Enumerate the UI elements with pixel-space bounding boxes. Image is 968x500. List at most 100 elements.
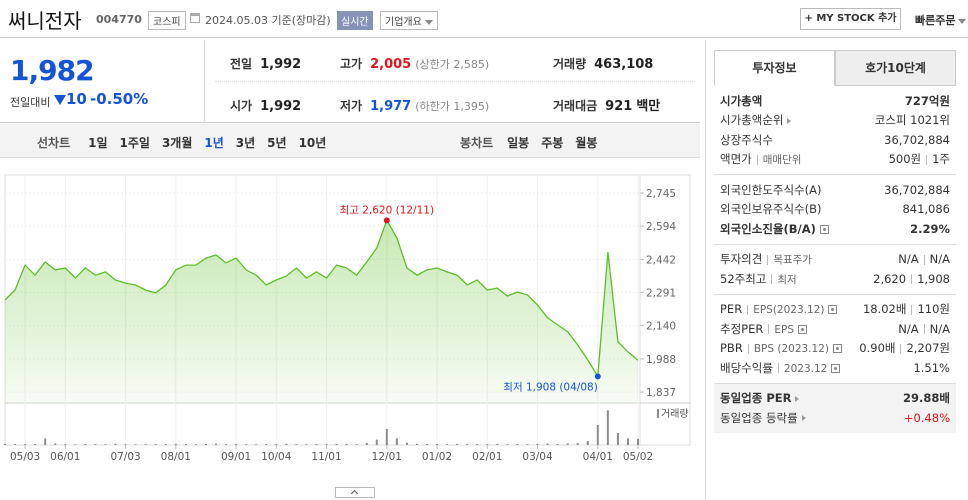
volume-bar <box>315 444 318 445</box>
link-icon[interactable] <box>801 415 806 422</box>
help-icon[interactable] <box>832 344 842 354</box>
volume-bar <box>24 444 27 445</box>
tab[interactable]: 호가10단계 <box>835 50 956 86</box>
quote-value: 2,005 <box>370 57 412 72</box>
volume-bar <box>124 444 127 445</box>
period-option[interactable]: 일봉 <box>507 136 530 150</box>
period-option[interactable]: 3년 <box>235 136 256 150</box>
period-group-label: 봉차트 <box>460 136 494 150</box>
separator <box>926 154 928 165</box>
volume-bar <box>355 444 358 445</box>
x-tick-label: 04/01 <box>583 451 613 463</box>
value-text: 29.88배 <box>903 391 950 406</box>
volume-bar <box>365 443 368 445</box>
period-option[interactable]: 3개월 <box>161 136 193 150</box>
volume-bar <box>204 443 207 445</box>
volume-bar <box>14 444 17 445</box>
volume-bar <box>275 444 278 445</box>
x-tick-label: 05/03 <box>10 451 40 463</box>
volume-bar <box>536 443 539 445</box>
info-value: 1.51% <box>913 361 950 375</box>
volume-bar <box>225 444 228 445</box>
info-label: 추정PER EPS <box>720 321 807 337</box>
volume-bar <box>144 444 147 445</box>
period-group-label: 선차트 <box>37 136 71 150</box>
period-option[interactable]: 월봉 <box>575 136 598 150</box>
company-info-button[interactable]: 기업개요 <box>380 11 438 30</box>
tab[interactable]: 투자정보 <box>714 50 835 86</box>
volume-bar <box>335 443 338 445</box>
volume-bar <box>265 444 268 445</box>
link-icon[interactable] <box>787 117 792 124</box>
separator <box>900 343 902 354</box>
period-option[interactable]: 1주일 <box>119 136 150 150</box>
volume-bar <box>637 438 639 445</box>
quote: 1,982 전일대비 10 -0.50% 전일 1,992 고가 2,005 (상한가 … <box>0 40 700 123</box>
value-text: 727억원 <box>904 93 950 108</box>
period-option[interactable]: 1일 <box>88 136 108 150</box>
value-text: 2,207원 <box>906 341 950 356</box>
volume-bar <box>235 444 238 445</box>
label-text: 외국인한도주식수(A) <box>720 182 822 197</box>
link-icon[interactable] <box>795 395 800 402</box>
info-value: 0.90배 2,207원 <box>859 340 950 356</box>
quote-cell: 시가 1,992 <box>230 95 301 114</box>
info-label: PBR BPS (2023.12) <box>720 341 842 355</box>
quick-order[interactable]: 빠른주문 <box>915 12 967 28</box>
market-badge: 코스피 <box>148 11 186 30</box>
label-text: 목표주가 <box>773 254 812 267</box>
x-tick-label: 07/03 <box>110 451 140 463</box>
label-text: EPS(2023.12) <box>753 304 825 317</box>
volume-bar <box>436 444 439 445</box>
quote-cell: 거래대금 921 백만 <box>553 95 660 114</box>
value-text: +0.48% <box>903 410 950 425</box>
quote-note: (상한가 2,585) <box>415 58 490 71</box>
period-option[interactable]: 5년 <box>267 136 287 150</box>
label-text: 추정PER <box>720 321 764 336</box>
period-option[interactable]: 10년 <box>298 136 327 150</box>
info-row: PBR BPS (2023.12) 0.90배 2,207원 <box>720 339 950 359</box>
label-text: 52주최고 <box>720 271 767 286</box>
volume-bar <box>405 442 408 445</box>
value-text: 2.29% <box>910 221 950 236</box>
my-stock-button[interactable]: + MY STOCK 추가 <box>800 8 901 30</box>
volume-bar <box>305 444 308 445</box>
volume-bar <box>54 443 57 445</box>
volume-bar <box>285 443 288 445</box>
info-row: 시가총액 727억원 <box>720 91 950 111</box>
price-area <box>5 220 638 402</box>
quote-value: 1,977 <box>370 99 412 114</box>
volume-bar <box>134 444 137 445</box>
x-tick-label: 03/04 <box>522 451 553 463</box>
quote-cell: 저가 1,977 (하한가 1,395) <box>340 95 489 114</box>
down-icon <box>54 95 66 105</box>
collapse-button[interactable] <box>335 487 375 498</box>
info-value: 36,702,884 <box>884 183 950 197</box>
quick-order-text: 빠른주문 <box>915 14 956 27</box>
label-text: 상장주식수 <box>720 132 773 147</box>
label-text: EPS <box>774 323 794 336</box>
quote-value: 1,992 <box>260 99 302 114</box>
tabs: 투자정보 호가10단계 <box>714 50 956 86</box>
value-text: N/A <box>929 321 950 336</box>
value-text: 2,620 <box>873 271 907 286</box>
info-label: 배당수익률 2023.12 <box>720 360 841 376</box>
label-text: 동일업종 등락률 <box>720 410 798 425</box>
calendar-icon <box>190 13 200 23</box>
quote-unit: 백만 <box>636 99 661 114</box>
period-option[interactable]: 1년 <box>204 136 224 150</box>
invest-info: 시가총액 727억원 시가총액순위 코스피 1021위 상장주식수 36,702,884 액… <box>714 86 956 433</box>
volume-bar <box>546 443 549 445</box>
y-tick-label: 2,745 <box>646 188 676 200</box>
high-label: 최고 2,620 (12/11) <box>340 204 435 216</box>
help-icon[interactable] <box>828 305 838 315</box>
help-icon[interactable] <box>798 324 807 334</box>
help-icon[interactable] <box>819 224 829 234</box>
volume-bar <box>184 444 187 445</box>
x-tick-label: 02/01 <box>472 451 502 463</box>
quote-cell: 고가 2,005 (상한가 2,585) <box>340 53 489 72</box>
help-icon[interactable] <box>831 363 841 373</box>
volume-bar <box>325 444 328 445</box>
volume-bar <box>606 410 609 445</box>
period-option[interactable]: 주봉 <box>541 136 564 150</box>
